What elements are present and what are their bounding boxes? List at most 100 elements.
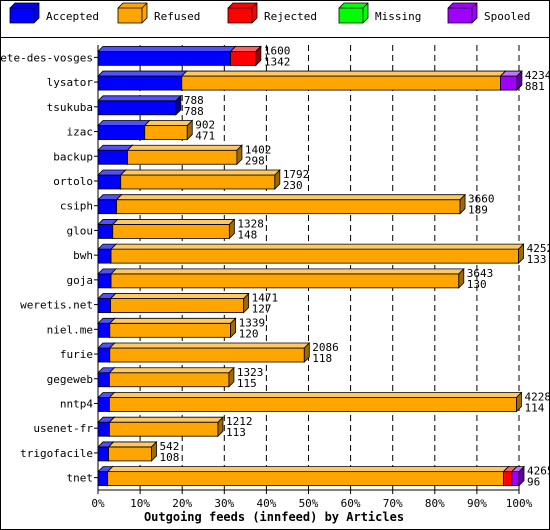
category-label: tnet (67, 472, 94, 485)
x-tick-label: 20% (172, 497, 192, 510)
bar-segment-front (97, 149, 128, 165)
legend-label-refused: Refused (154, 10, 200, 23)
bar-segment-front (110, 248, 519, 264)
grid (139, 45, 520, 490)
x-axis-label: Outgoing feeds (innfeed) by Articles (144, 510, 404, 524)
bar-segment-front (97, 273, 112, 289)
bar-segment-top (106, 466, 510, 473)
legend-swatch-edge (251, 2, 258, 9)
category-label: usenet-fr (33, 422, 93, 435)
bar-segment-front (97, 471, 109, 487)
legend-swatch-edge (33, 2, 40, 9)
category-label: trigofacile (20, 447, 93, 460)
bar-segment-top (108, 367, 235, 374)
bar-segment-front (112, 224, 230, 239)
category-label: goja (67, 274, 94, 287)
x-tick-label: 30% (214, 497, 234, 510)
bar-segment-front (108, 397, 517, 412)
legend-label-spooled: Spooled (484, 10, 530, 23)
data-label-accepted: 133 (527, 253, 547, 266)
data-label-total: 1792 (283, 168, 310, 181)
bar-segment-top (108, 416, 224, 423)
bar-segment-refused (110, 267, 465, 289)
legend-label-accepted: Accepted (46, 10, 99, 23)
bar-segment-refused (180, 70, 507, 92)
bar-segment-front (511, 471, 520, 487)
x-tick-label: 60% (341, 497, 361, 510)
bar-segment-top (110, 243, 525, 250)
legend-label-rejected: Rejected (264, 10, 317, 23)
bar-segment-front (97, 347, 111, 363)
data-label-accepted: 130 (467, 278, 487, 291)
data-label-accepted: 108 (159, 451, 179, 464)
bar-segment-front (97, 446, 109, 462)
bar-segment-refused (111, 218, 236, 240)
legend-swatch-accepted (9, 2, 40, 24)
legend-swatch-refused (117, 2, 148, 24)
bar-segment-side (151, 440, 157, 462)
bar-segment-side (228, 366, 235, 388)
data-label-total: 1328 (237, 217, 263, 230)
bar-segment-side (230, 317, 237, 339)
bar-segment-refused (108, 317, 237, 339)
bar-segment-front (97, 248, 112, 264)
data-label-accepted: 113 (226, 426, 246, 439)
category-label: nntp4 (60, 397, 93, 410)
data-label-accepted: 114 (524, 401, 544, 414)
bar-segment-side (228, 218, 235, 240)
bar-segment-front (97, 322, 111, 338)
bar-segment-front (503, 471, 513, 487)
bar-segment-top (119, 169, 281, 176)
data-label-total: 1402 (245, 143, 272, 156)
category-label: bete-des-vosges (0, 51, 93, 64)
bar-segment-refused (126, 144, 243, 166)
bar-segment-side (255, 45, 262, 67)
legend-swatch-edge (362, 2, 369, 9)
bar-segment-front (120, 174, 276, 190)
bar-segment-top (180, 70, 507, 77)
bar-segment-refused (108, 342, 311, 363)
data-label-total: 4234 (525, 69, 550, 82)
data-label-total: 3660 (468, 193, 495, 206)
legend-swatch-missing (338, 2, 369, 24)
bar-segment-refused (108, 416, 224, 438)
bar-segment-top (107, 441, 158, 448)
data-label-accepted: 230 (283, 179, 303, 192)
bar-segment-side (236, 144, 243, 166)
bar-segment-front (500, 75, 518, 91)
legend-swatch-edge (471, 2, 478, 9)
bar-segment-refused (143, 119, 194, 141)
bar-segment-side (458, 267, 465, 289)
bar-segment-front (108, 446, 152, 462)
data-label-total: 788 (184, 94, 204, 107)
data-label-total: 1471 (252, 292, 279, 305)
data-label-total: 542 (159, 440, 179, 453)
x-tick-label: 90% (467, 497, 487, 510)
bar-segment-front (97, 174, 122, 190)
data-label-accepted: 298 (245, 154, 265, 167)
bar-segment-front (109, 347, 305, 363)
category-label: ortolo (53, 175, 93, 188)
category-label: csiph (60, 200, 93, 213)
bar-segment-top (97, 144, 134, 151)
bar-segment-spooled (510, 465, 525, 487)
bar-segment-front (181, 75, 501, 91)
bar-segment-accepted (97, 119, 151, 141)
data-label-total: 4252 (527, 242, 550, 255)
data-label-accepted: 189 (468, 204, 488, 217)
bar-segment-top (108, 392, 523, 398)
bar-segment-side (303, 342, 310, 363)
data-label-accepted: 127 (252, 303, 272, 316)
bar-segment-top (97, 70, 188, 77)
category-label: tsukuba (47, 101, 93, 114)
x-tick-label: 70% (383, 497, 403, 510)
x-tick-label: 0% (91, 497, 105, 510)
bar-segment-front (97, 50, 232, 66)
bar-segment-refused (106, 465, 510, 487)
bar-segment-front (97, 298, 112, 313)
category-label: glou (67, 224, 94, 237)
bar-segment-top (97, 95, 182, 102)
category-label: weretis.net (20, 299, 93, 312)
category-label: furie (60, 348, 93, 361)
